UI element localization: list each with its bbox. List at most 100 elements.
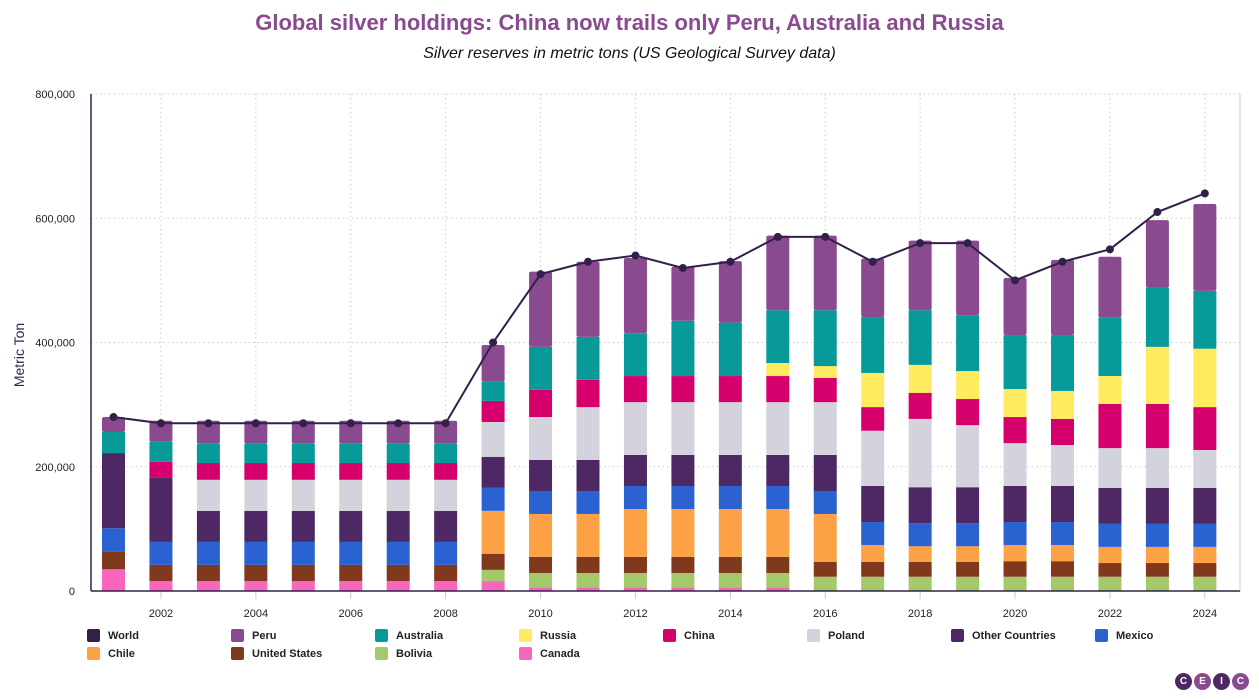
bar-peru	[1051, 259, 1074, 336]
x-tick-label: 2020	[1003, 608, 1027, 620]
point-world	[1011, 276, 1020, 285]
x-tick-label: 2006	[339, 608, 363, 620]
x-tick-label: 2002	[149, 608, 173, 620]
bar-russia	[956, 371, 980, 400]
bar-russia	[813, 366, 837, 378]
bar-mexico	[244, 541, 268, 565]
bar-other-countries	[671, 454, 695, 487]
legend-swatch	[519, 647, 532, 660]
bar-other-countries	[956, 487, 980, 524]
legend-item-poland[interactable]: Poland	[807, 629, 865, 642]
bar-peru	[1193, 203, 1217, 291]
line-world	[113, 192, 1206, 425]
bar-poland	[861, 430, 885, 487]
bar-australia	[813, 310, 837, 367]
legend-item-other-countries[interactable]: Other Countries	[951, 629, 1056, 642]
bar-mexico	[623, 486, 647, 509]
bar-mexico	[102, 528, 125, 552]
point-world	[489, 338, 498, 347]
bar-mexico	[1051, 522, 1074, 546]
bar-other-countries	[908, 487, 932, 524]
legend-swatch	[231, 629, 244, 642]
bar-bolivia	[956, 576, 980, 591]
y-tick-label: 0	[69, 586, 75, 598]
bar-united-states	[1003, 561, 1027, 577]
bar-bolivia	[1145, 576, 1169, 591]
bar-china	[481, 400, 505, 423]
legend-item-russia[interactable]: Russia	[519, 629, 576, 642]
point-world	[156, 419, 165, 428]
bar-china	[291, 463, 315, 480]
bar-peru	[623, 258, 647, 334]
x-tick-label: 2008	[433, 608, 457, 620]
bar-poland	[718, 402, 742, 455]
logo-letter: C	[1232, 673, 1249, 690]
bar-peru	[671, 266, 695, 321]
bar-china	[196, 463, 220, 480]
legend-item-canada[interactable]: Canada	[519, 647, 580, 660]
legend-item-world[interactable]: World	[87, 629, 139, 642]
bar-other-countries	[1145, 487, 1169, 524]
point-world	[821, 232, 830, 241]
bar-poland	[1193, 449, 1217, 488]
legend-item-china[interactable]: China	[663, 629, 715, 642]
chart-title: Global silver holdings: China now trails…	[255, 10, 1004, 35]
bar-canada	[576, 587, 600, 591]
point-world	[346, 419, 355, 428]
bar-peru	[481, 344, 505, 382]
legend-swatch	[663, 629, 676, 642]
point-world	[631, 251, 640, 260]
y-tick-label: 200,000	[35, 462, 75, 474]
x-tick-label: 2022	[1098, 608, 1122, 620]
point-world	[916, 239, 925, 248]
bar-mexico	[1003, 522, 1027, 546]
bar-other-countries	[434, 510, 458, 542]
bar-chile	[861, 545, 885, 562]
bar-australia	[291, 443, 315, 464]
bar-other-countries	[291, 510, 315, 542]
legend-item-mexico[interactable]: Mexico	[1095, 629, 1153, 642]
legend-item-bolivia[interactable]: Bolivia	[375, 647, 432, 660]
bar-china	[956, 399, 980, 426]
bar-china	[1051, 418, 1074, 446]
legend-swatch	[951, 629, 964, 642]
legend-item-chile[interactable]: Chile	[87, 647, 135, 660]
bar-peru	[956, 240, 980, 316]
bar-chile	[1145, 546, 1169, 564]
bar-chile	[908, 546, 932, 562]
bar-poland	[529, 417, 553, 460]
point-world	[1105, 245, 1114, 254]
bar-australia	[149, 441, 173, 462]
logo-letter: C	[1175, 673, 1192, 690]
x-tick-label: 2010	[528, 608, 552, 620]
x-tick-label: 2004	[244, 608, 268, 620]
bar-poland	[481, 422, 505, 457]
bar-peru	[1003, 277, 1027, 336]
bar-russia	[861, 372, 885, 408]
bar-china	[339, 463, 363, 480]
bar-poland	[671, 402, 695, 455]
bar-bolivia	[1193, 576, 1217, 591]
bar-australia	[671, 320, 695, 377]
bar-china	[1098, 404, 1122, 449]
bar-poland	[766, 402, 790, 455]
bar-poland	[813, 402, 837, 455]
bar-peru	[291, 420, 315, 444]
bar-australia	[1098, 317, 1122, 377]
bar-china	[908, 392, 932, 419]
bar-canada	[339, 581, 363, 591]
logo-letter: E	[1194, 673, 1211, 690]
bar-chile	[671, 508, 695, 557]
bar-canada	[196, 581, 220, 591]
bar-bolivia	[623, 572, 647, 588]
legend-item-united-states[interactable]: United States	[231, 647, 322, 660]
legend-item-australia[interactable]: Australia	[375, 629, 443, 642]
y-tick-label: 800,000	[35, 89, 75, 101]
bar-china	[1145, 404, 1169, 449]
bar-other-countries	[149, 477, 173, 542]
bar-united-states	[623, 556, 647, 573]
legend-label: Russia	[540, 629, 577, 642]
legend-item-peru[interactable]: Peru	[231, 629, 276, 642]
bar-mexico	[434, 541, 458, 565]
bar-peru	[339, 420, 363, 444]
